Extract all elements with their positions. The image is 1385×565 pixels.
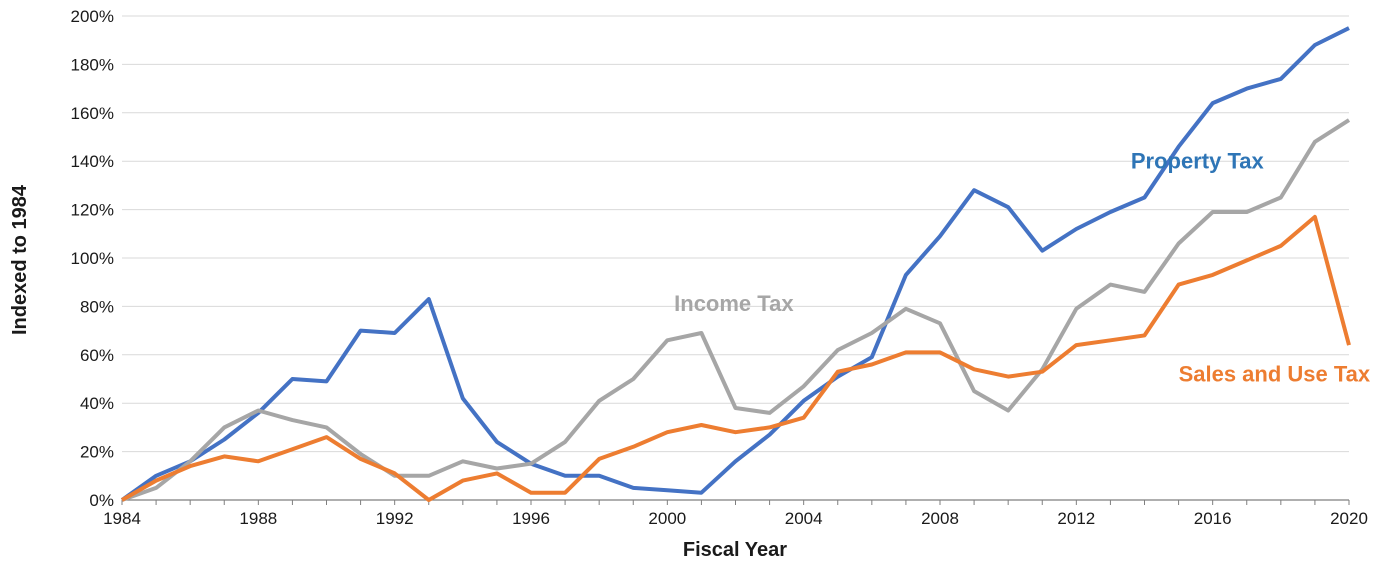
- x-tick-label: 2004: [785, 509, 823, 528]
- x-tick-label: 2000: [648, 509, 686, 528]
- y-tick-label: 120%: [71, 201, 114, 220]
- series-line-property-tax: [120, 26, 1350, 502]
- x-tick-label: 2008: [921, 509, 959, 528]
- y-axis-title: Indexed to 1984: [9, 184, 31, 335]
- series-line-sales-and-use-tax: [121, 214, 1351, 502]
- series-lines: [120, 26, 1351, 502]
- x-axis-title: Fiscal Year: [683, 539, 787, 561]
- series-labels: Property Tax Income Tax Sales and Use Tax: [674, 148, 1371, 386]
- y-tick-label: 100%: [71, 249, 114, 268]
- y-tick-label: 160%: [71, 104, 114, 123]
- series-label-sales-and-use-tax: Sales and Use Tax: [1179, 361, 1371, 386]
- series-label-property-tax: Property Tax: [1131, 148, 1265, 173]
- x-tick-label: 1992: [376, 509, 414, 528]
- gridlines: [122, 15, 1349, 453]
- y-tick-label: 40%: [80, 394, 114, 413]
- x-tick-label: 1984: [103, 509, 141, 528]
- y-tick-label: 20%: [80, 443, 114, 462]
- x-tick-label: 1988: [239, 509, 277, 528]
- series-label-income-tax: Income Tax: [674, 291, 794, 316]
- x-tick-label: 2020: [1330, 509, 1368, 528]
- y-tick-label: 0%: [89, 491, 114, 510]
- y-tick-label: 200%: [71, 7, 114, 26]
- y-tick-label: 60%: [80, 346, 114, 365]
- series-line-income-tax: [121, 118, 1351, 502]
- axes: 0% 20% 40% 60% 80% 100% 120% 140% 160% 180% 200% 19…: [71, 7, 1368, 528]
- x-tick-label: 2012: [1057, 509, 1095, 528]
- y-tick-label: 140%: [71, 152, 114, 171]
- y-tick-label: 80%: [80, 297, 114, 316]
- x-tick-label: 2016: [1194, 509, 1232, 528]
- y-tick-label: 180%: [71, 55, 114, 74]
- x-tick-label: 1996: [512, 509, 550, 528]
